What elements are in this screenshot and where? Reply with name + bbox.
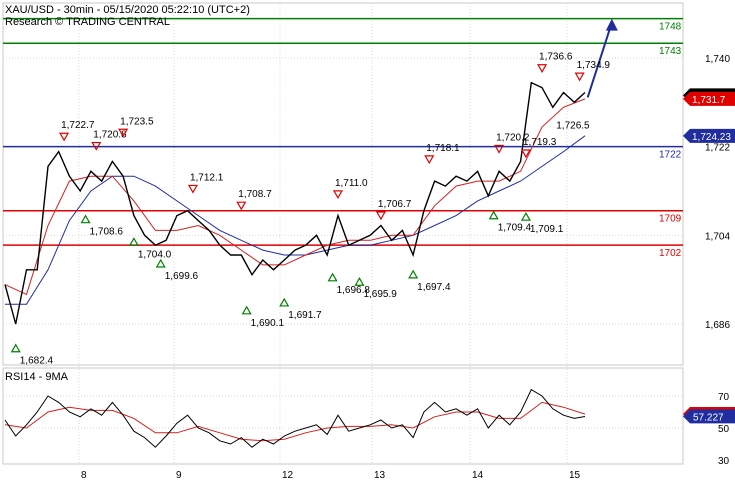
level-label-1702: 1702 bbox=[659, 248, 682, 259]
swing-low-marker bbox=[488, 210, 499, 220]
rsi-y-tick-label: 30 bbox=[718, 456, 730, 467]
swing-low-marker bbox=[327, 272, 338, 282]
swing-high-marker bbox=[187, 184, 198, 194]
x-tick-label: 9 bbox=[176, 470, 182, 480]
swing-high-marker bbox=[520, 149, 531, 159]
swing-low-marker bbox=[10, 343, 21, 353]
swing-markers: 1,722.71,720.8 1,723.5 1,712.1 1,708.7 1,711… bbox=[10, 52, 611, 367]
projection-arrow-head bbox=[605, 18, 618, 31]
swing-high-marker bbox=[424, 155, 435, 165]
x-tick-label: 14 bbox=[472, 470, 484, 480]
swing-high-marker bbox=[236, 201, 247, 211]
price-tags: 1,732.41,731.71,724.2358.744657.227 bbox=[683, 88, 735, 424]
x-tick-label: 8 bbox=[81, 470, 87, 480]
swing-low-label: 1,704.0 bbox=[138, 249, 172, 260]
swing-high-label: 1,723.5 bbox=[120, 116, 154, 127]
swing-high-label: 1,708.7 bbox=[238, 189, 272, 200]
rsi-series bbox=[3, 388, 683, 448]
price-tag-label: 1,731.7 bbox=[692, 95, 726, 106]
swing-low-marker bbox=[408, 269, 419, 279]
level-label-1722: 1722 bbox=[659, 150, 682, 161]
swing-high-marker bbox=[494, 144, 505, 154]
level-label-1743: 1743 bbox=[659, 46, 682, 57]
swing-low-marker bbox=[80, 214, 91, 224]
projection-arrow-shaft bbox=[586, 22, 613, 98]
swing-low-label: 1,695.9 bbox=[363, 289, 397, 300]
level-label-1709: 1709 bbox=[659, 214, 682, 225]
swing-low-label: 1,708.6 bbox=[90, 227, 124, 238]
rsi-y-tick-label: 50 bbox=[718, 424, 730, 435]
swing-low-label: 1,691.7 bbox=[288, 310, 322, 321]
swing-high-marker bbox=[118, 128, 129, 138]
swing-low-marker bbox=[241, 305, 252, 315]
x-tick-label: 15 bbox=[569, 470, 581, 480]
rsi-tag-label: 57.227 bbox=[693, 412, 724, 423]
swing-high-label: 1,719.3 bbox=[523, 137, 557, 148]
price-line bbox=[4, 81, 586, 325]
price-tag-pivot bbox=[683, 128, 735, 143]
swing-low-marker bbox=[520, 212, 531, 221]
swing-high-label: 1,720.2 bbox=[496, 133, 530, 144]
y-tick-label: 1,722 bbox=[705, 143, 730, 154]
swing-high-label: 1,706.7 bbox=[378, 199, 412, 210]
swing-low-label: 1,682.4 bbox=[20, 356, 54, 367]
swing-high-marker bbox=[537, 64, 548, 73]
swing-low-marker bbox=[354, 277, 365, 286]
x-tick-label: 12 bbox=[282, 470, 294, 480]
ma-fast-line bbox=[4, 98, 586, 296]
swing-high-label: 1,734.9 bbox=[577, 60, 611, 71]
swing-low-label: 1,709.1 bbox=[530, 224, 564, 235]
swing-high-label: 1,720.8 bbox=[93, 130, 127, 141]
level-label-1748: 1748 bbox=[659, 22, 682, 33]
price-series bbox=[4, 18, 618, 325]
rsi-ma-line bbox=[4, 401, 586, 442]
swing-high-label: 1,718.1 bbox=[426, 143, 460, 154]
rsi-line bbox=[4, 388, 586, 448]
swing-high-label: 1,736.6 bbox=[539, 52, 573, 63]
swing-low-marker bbox=[128, 237, 139, 246]
swing-high-marker bbox=[91, 141, 102, 151]
price-tag-ma bbox=[683, 91, 735, 106]
price-panel-frame bbox=[2, 2, 684, 366]
swing-high-label: 1,711.0 bbox=[335, 178, 368, 189]
rsi-y-tick-label: 70 bbox=[718, 392, 730, 403]
axes: 8 9 12 13 14 15 1,740 1,722 1,704 1,686 70 50 30 bbox=[81, 54, 730, 480]
swing-low-label: 1,699.6 bbox=[165, 271, 199, 282]
pivot-note-label: 1,726.5 bbox=[556, 121, 590, 132]
rsi-title: RSI14 - 9MA bbox=[5, 371, 69, 383]
rsi-tag-rsi bbox=[683, 409, 735, 424]
swing-low-label: 1,690.1 bbox=[251, 318, 285, 329]
swing-low-label: 1,709.4 bbox=[498, 223, 532, 234]
chart-subtitle: Research © TRADING CENTRAL bbox=[5, 16, 170, 28]
swing-high-marker bbox=[332, 190, 343, 200]
swing-low-label: 1,696.8 bbox=[337, 285, 371, 296]
swing-high-label: 1,722.7 bbox=[61, 120, 95, 131]
price-tag-label: 1,724.23 bbox=[692, 132, 731, 143]
rsi-panel-frame bbox=[2, 367, 684, 465]
swing-low-marker bbox=[279, 297, 290, 307]
y-tick-label: 1,704 bbox=[705, 231, 730, 242]
y-tick-label: 1,740 bbox=[705, 54, 730, 65]
x-tick-label: 13 bbox=[374, 470, 386, 480]
y-tick-label: 1,686 bbox=[705, 320, 730, 331]
swing-high-marker bbox=[574, 72, 585, 82]
swing-low-marker bbox=[155, 258, 166, 268]
swing-high-marker bbox=[59, 132, 70, 142]
chart-title: XAU/USD - 30min - 05/15/2020 05:22:10 (U… bbox=[5, 4, 250, 16]
swing-low-label: 1,697.4 bbox=[417, 282, 451, 293]
swing-high-marker bbox=[375, 211, 386, 221]
swing-high-label: 1,712.1 bbox=[190, 172, 224, 183]
